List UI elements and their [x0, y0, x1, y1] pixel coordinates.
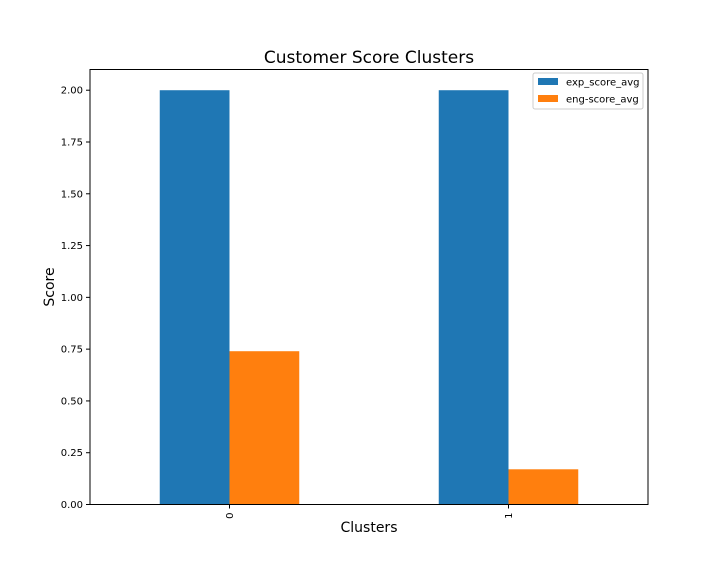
legend-swatch-exp — [538, 78, 558, 85]
legend-swatch-eng — [538, 95, 558, 102]
y-tick-label: 1.75 — [61, 138, 83, 149]
chart-title: Customer Score Clusters — [264, 48, 474, 68]
y-tick-label: 0.75 — [61, 345, 83, 356]
bar-exp_score_avg-0 — [159, 90, 230, 505]
bar-eng-score_avg-0 — [229, 351, 300, 505]
y-tick-label: 1.00 — [61, 293, 83, 304]
legend-label-eng: eng-score_avg — [566, 95, 639, 106]
y-tick-label: 1.25 — [61, 241, 83, 252]
y-axis-ticks: 0.00 0.25 0.50 0.75 1.00 1.25 1.50 1.75 2.00 — [61, 86, 90, 511]
x-axis-label: Clusters — [341, 520, 398, 536]
legend-label-exp: exp_score_avg — [566, 78, 640, 89]
y-tick-label: 1.50 — [61, 189, 83, 200]
x-tick-label: 0 — [225, 513, 236, 519]
plot-frame — [89, 69, 649, 505]
bar-exp_score_avg-1 — [438, 90, 509, 505]
x-tick-label: 1 — [504, 513, 515, 519]
y-tick-label: 2.00 — [61, 86, 83, 97]
y-tick-label: 0.50 — [61, 396, 83, 407]
legend: exp_score_avg eng-score_avg — [532, 72, 644, 110]
legend-frame — [532, 72, 644, 110]
bar-eng-score_avg-1 — [508, 469, 579, 505]
y-tick-label: 0.00 — [61, 500, 83, 511]
bars-group — [159, 90, 579, 505]
y-tick-label: 0.25 — [61, 448, 83, 459]
y-axis-label: Score — [42, 267, 58, 306]
